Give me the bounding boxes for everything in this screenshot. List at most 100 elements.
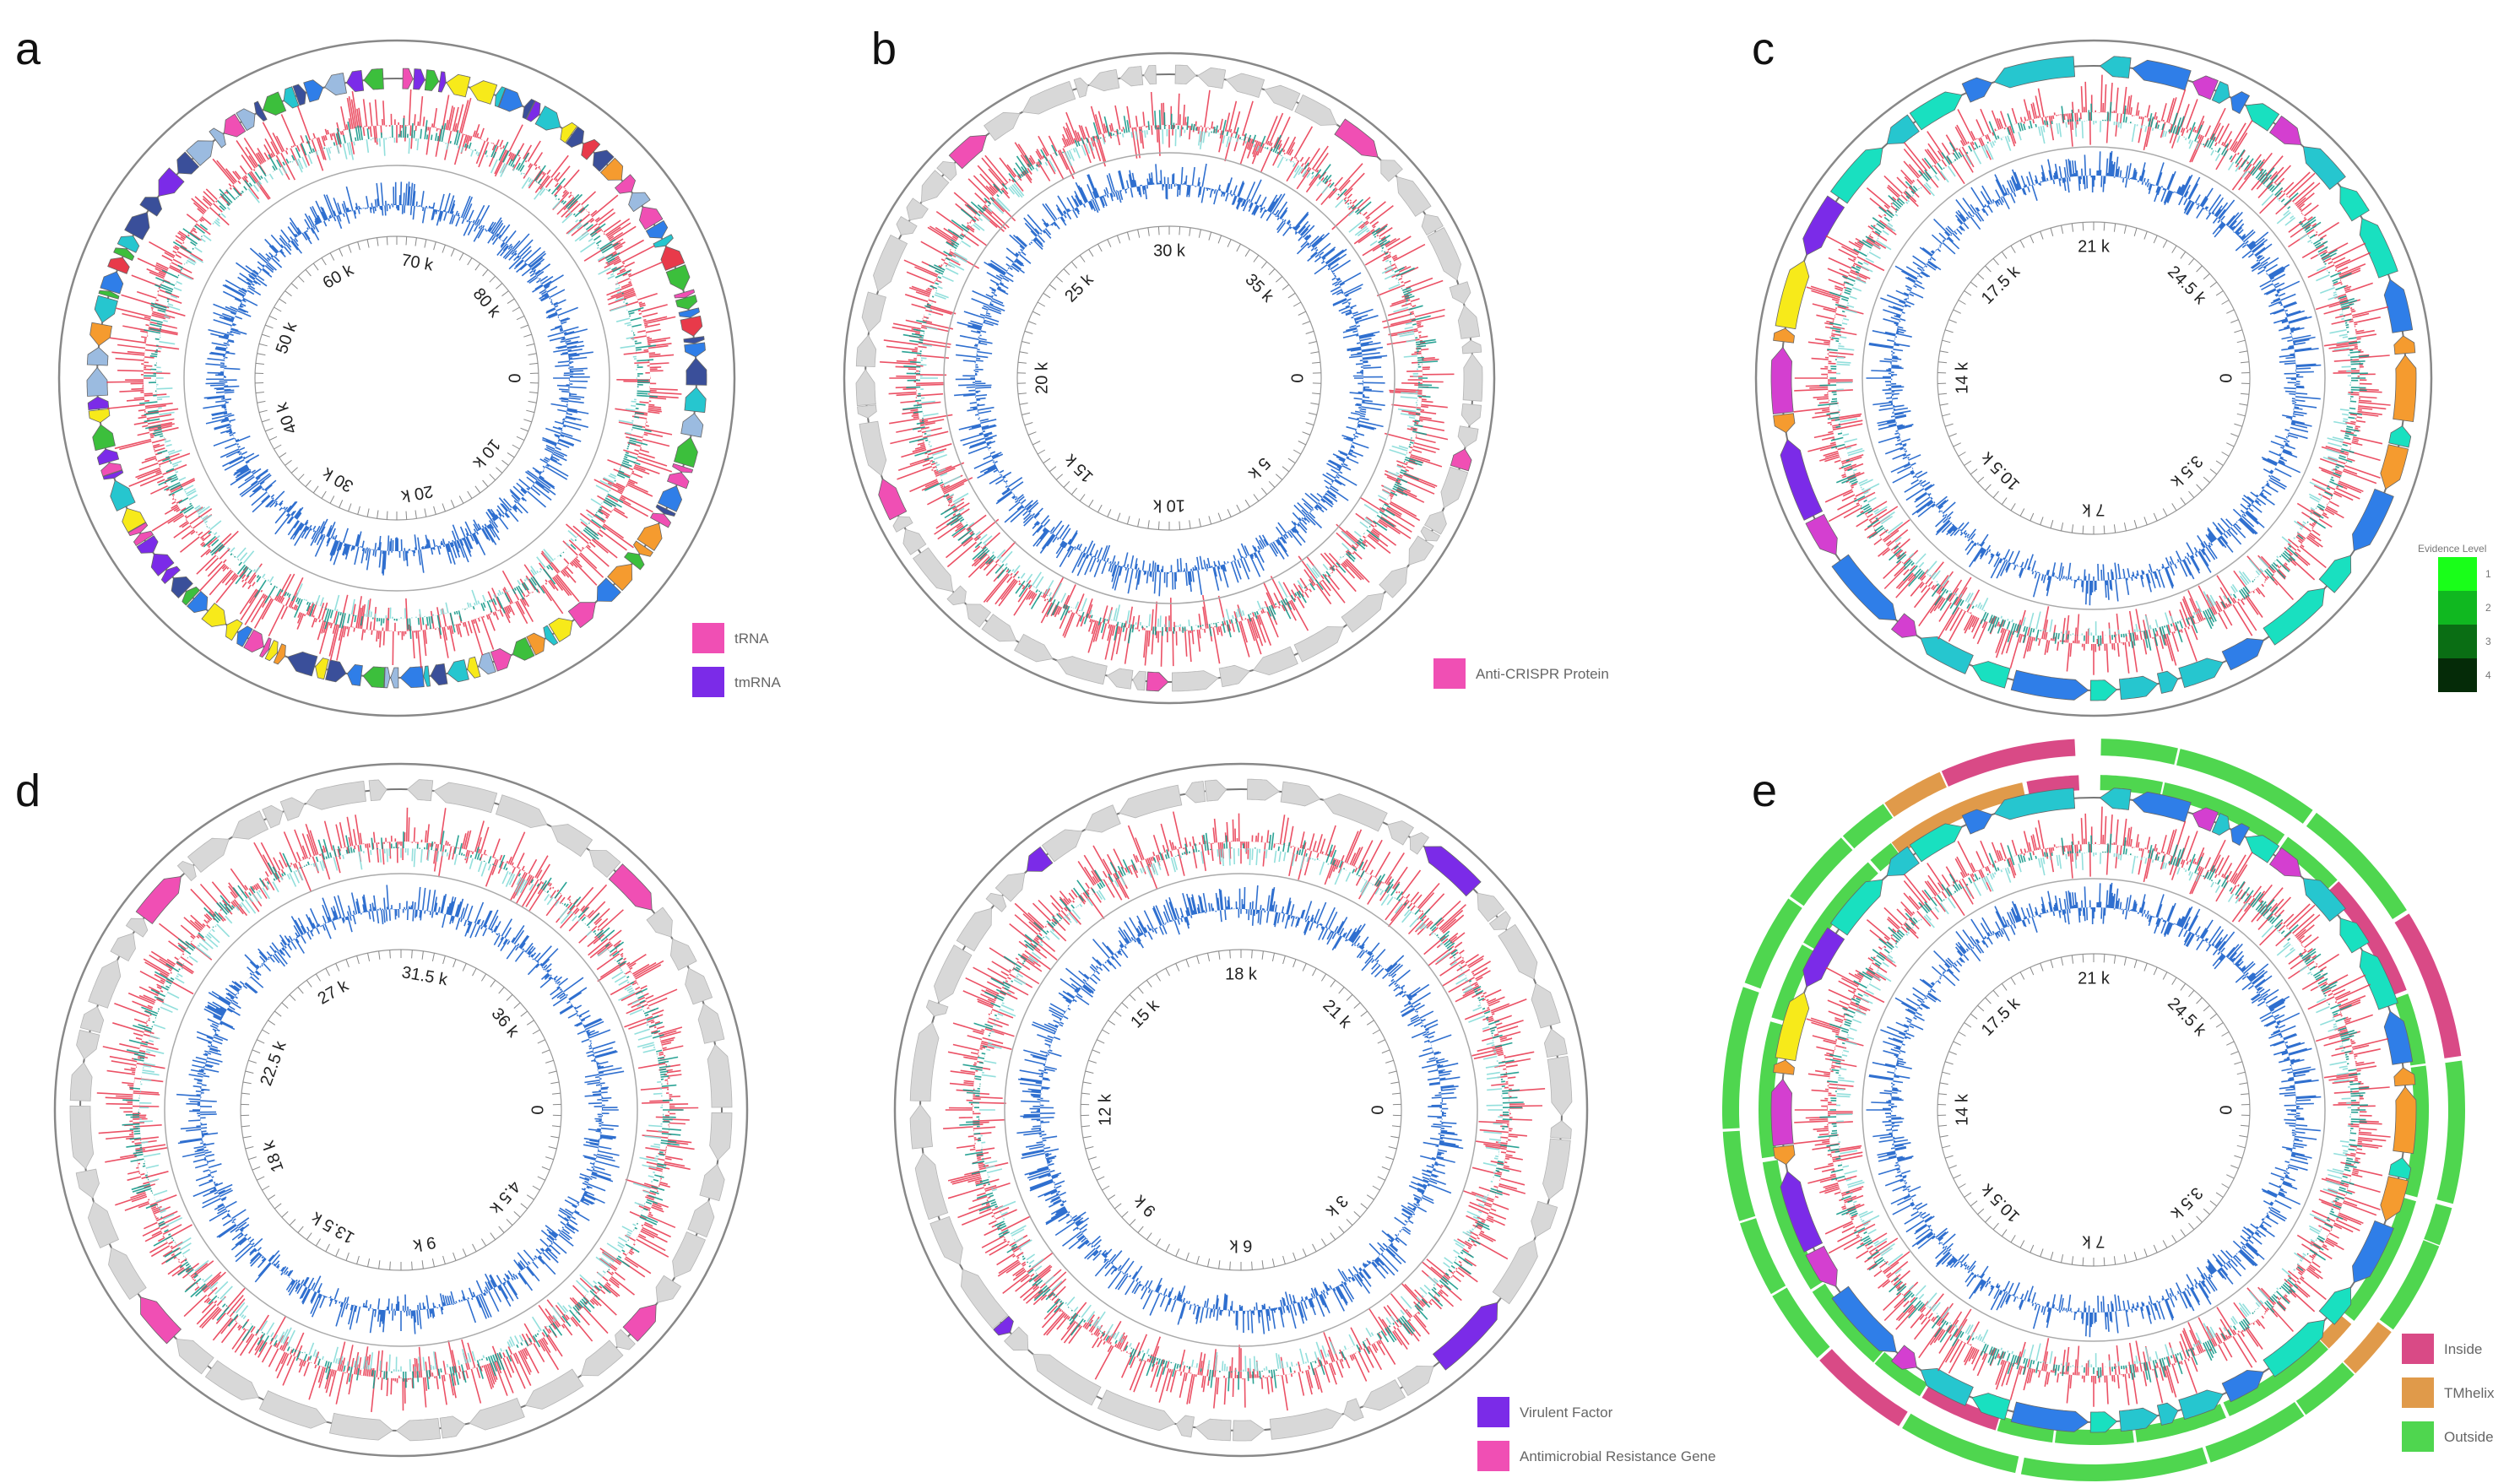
gene-arrow [1802, 927, 1845, 988]
gene-arrow [960, 1269, 1009, 1329]
tm-segment [1740, 1218, 1786, 1295]
tm-segment [2055, 1427, 2134, 1445]
gene-arrow [88, 408, 111, 424]
gene-arrow [1204, 779, 1227, 802]
panel-letter: d [15, 766, 41, 816]
tick-label: 36 k [488, 1004, 523, 1042]
gene-arrow [1450, 448, 1472, 472]
gene-arrow [1432, 1302, 1498, 1371]
gene-arrow [1423, 511, 1447, 535]
gene-arrow [122, 507, 147, 533]
gene-arrow [1032, 1353, 1102, 1406]
gene-arrow [236, 108, 256, 132]
coverage-positive [1866, 150, 2322, 606]
minor-ticks [241, 950, 561, 1270]
tm-segment [2328, 881, 2407, 996]
gene-arrow [292, 84, 306, 106]
gene-arrow [914, 1152, 949, 1220]
gene-arrow [593, 149, 615, 172]
gene-arrow [2118, 1407, 2159, 1432]
tm-segment [2205, 1402, 2305, 1463]
panel-letter: a [15, 24, 41, 74]
gene-arrow [125, 917, 149, 938]
gene-arrow [2380, 444, 2409, 490]
gene-arrow [2089, 679, 2118, 701]
gene-arrow [2089, 1411, 2118, 1433]
gene-arrow [423, 665, 431, 687]
tick-label: 10.5 k [1977, 447, 2024, 494]
gene-arrow [1780, 1171, 1824, 1253]
gene-arrow [913, 547, 954, 593]
gene-arrow [1004, 1326, 1029, 1351]
tick-label: 70 k [400, 251, 436, 274]
legend-swatch [2402, 1421, 2434, 1452]
tm-segment [1812, 1283, 1883, 1363]
gene-arrow [1233, 1420, 1265, 1442]
coverage-negative [1890, 907, 2297, 1313]
gene-arrow [1773, 413, 1796, 434]
gene-arrow [2393, 335, 2416, 355]
gene-arrow [1775, 260, 1810, 330]
gene-arrow [2211, 812, 2230, 836]
gc-skew-negative [1835, 852, 2351, 1368]
gene-arrow [368, 779, 387, 802]
gene-arrow [878, 478, 908, 521]
gene-arrow [2263, 1319, 2325, 1377]
gene-arrow [139, 197, 163, 217]
gene-arrow [1770, 346, 1794, 415]
gene-arrow [107, 257, 130, 274]
gc-content-positive [943, 811, 1546, 1411]
gene-arrow [1542, 1138, 1571, 1200]
gene-arrow [526, 100, 541, 122]
gene-arrow [1461, 403, 1482, 426]
gene-arrow [1886, 846, 1920, 877]
gene-arrow [2156, 670, 2179, 694]
gene-arrow [1195, 1418, 1232, 1442]
gene-arrow [258, 1390, 328, 1429]
legend-label: tRNA [734, 631, 769, 647]
gene-arrow [1119, 66, 1144, 87]
tick-label: 60 k [320, 260, 358, 292]
gene-arrow [495, 794, 548, 829]
tick-label: 14 k [1953, 1093, 1971, 1126]
reference-circle [1004, 873, 1478, 1347]
gc-skew-positive [122, 831, 684, 1390]
panel-letter: e [1752, 766, 1777, 816]
gene-arrow [1773, 1059, 1795, 1075]
gene-arrow [1362, 1379, 1406, 1411]
coverage-negative [1039, 908, 1443, 1312]
gene-arrow [1498, 923, 1538, 980]
gene-arrow [672, 1231, 707, 1279]
gene-arrow [674, 289, 696, 299]
gene-arrow [666, 472, 690, 490]
minor-ticks [1017, 226, 1321, 530]
gene-arrow [2352, 488, 2394, 552]
reference-circle [943, 152, 1395, 604]
legend-label: Outside [2444, 1429, 2494, 1445]
minor-ticks [1937, 954, 2250, 1266]
gene-arrow [124, 212, 150, 241]
gene-arrow [1457, 425, 1479, 448]
tick-label: 30 k [319, 463, 357, 495]
gene-arrow [1909, 823, 1963, 863]
gene-arrow [1543, 1028, 1568, 1058]
tm-segment [1921, 1384, 2000, 1431]
gene-arrow [596, 577, 621, 602]
tm-segment [2424, 1204, 2452, 1246]
gene-arrow [2359, 950, 2398, 1010]
gene-arrow [920, 170, 950, 203]
gene-arrow [993, 1315, 1014, 1336]
tm-segment [1874, 1351, 1928, 1397]
gene-arrow [133, 530, 154, 547]
gene-arrow [176, 151, 200, 175]
legend-swatch [2402, 1334, 2434, 1364]
tm-segment [2318, 1314, 2352, 1349]
tick-label: 20 k [1032, 361, 1051, 394]
gene-arrow [512, 636, 535, 661]
reference-circle [1862, 878, 2326, 1342]
gene-arrow [346, 663, 363, 686]
legend-label: Virulent Factor [1520, 1405, 1613, 1421]
gene-arrow [608, 863, 653, 911]
legend-label: TMhelix [2444, 1385, 2495, 1401]
gene-arrow [1171, 670, 1219, 692]
